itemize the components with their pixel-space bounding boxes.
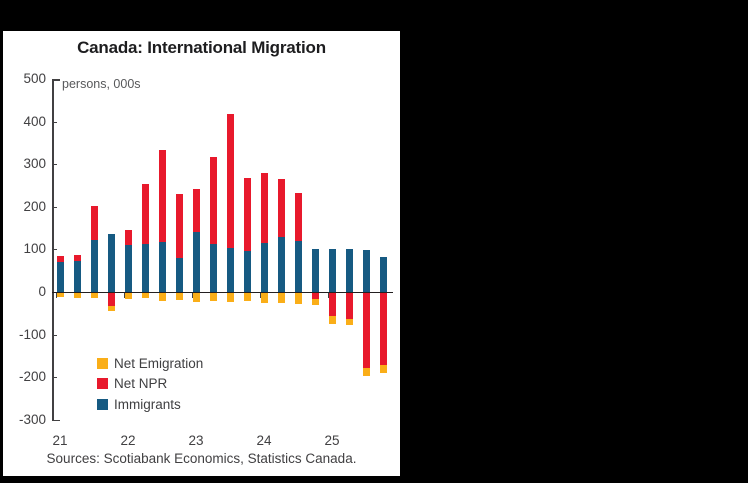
x-tick-label: 22 <box>120 433 136 448</box>
bar-2023Q2-net-npr <box>209 156 217 245</box>
bar-2022Q3-net-emigration <box>158 293 166 302</box>
bar-2024Q1-immigrants <box>260 242 268 292</box>
y-tick-label: 400 <box>23 113 46 129</box>
bar-2024Q1-net-emigration <box>260 293 268 304</box>
bar-2022Q2-immigrants <box>141 243 149 292</box>
bar-2024Q3-net-npr <box>294 193 302 241</box>
bar-2022Q4-immigrants <box>175 258 183 292</box>
bar-2025Q3-net-emigration <box>362 367 370 377</box>
bar-2023Q1-net-npr <box>192 188 200 232</box>
y-tick-label: -200 <box>18 369 46 385</box>
y-tick <box>52 206 57 208</box>
bar-2022Q1-immigrants <box>124 245 132 292</box>
chart-legend: Net Emigration Net NPR Immigrants <box>97 353 203 415</box>
bar-2021Q4-immigrants <box>107 234 115 292</box>
bar-2025Q2-net-npr <box>345 293 353 320</box>
bar-2021Q3-net-emigration <box>90 293 98 299</box>
legend-swatch-icon <box>97 398 108 410</box>
bar-2023Q4-net-npr <box>243 178 251 251</box>
legend-label: Immigrants <box>114 396 181 412</box>
bar-2024Q4-immigrants <box>311 248 319 292</box>
bar-2021Q2-net-npr <box>73 254 81 261</box>
bar-2022Q1-net-npr <box>124 229 132 246</box>
bar-2025Q3-net-npr <box>362 293 370 368</box>
y-tick <box>52 249 57 251</box>
bar-2023Q3-net-emigration <box>226 293 234 302</box>
legend-swatch-icon <box>97 378 108 390</box>
bar-2025Q2-net-emigration <box>345 319 353 325</box>
bar-2025Q4-immigrants <box>379 257 387 292</box>
y-tick-label: 0 <box>38 284 46 299</box>
x-tick-label: 25 <box>324 433 340 448</box>
bar-2024Q2-net-npr <box>277 178 285 238</box>
y-tick-label: 300 <box>23 156 46 172</box>
bar-2024Q4-net-emigration <box>311 299 319 305</box>
bar-2024Q3-immigrants <box>294 240 302 292</box>
bar-2023Q2-net-emigration <box>209 293 217 302</box>
legend-item: Immigrants <box>97 394 203 415</box>
x-tick-label: 21 <box>52 433 68 448</box>
bar-2023Q1-net-emigration <box>192 293 200 303</box>
bar-2023Q1-immigrants <box>192 231 200 292</box>
y-tick-label: -100 <box>18 326 46 342</box>
bar-2024Q2-immigrants <box>277 237 285 292</box>
bar-2023Q3-net-npr <box>226 113 234 248</box>
y-axis-top-cap <box>52 79 60 81</box>
bar-2025Q1-net-emigration <box>328 316 336 325</box>
y-tick <box>52 121 57 123</box>
bar-2021Q3-immigrants <box>90 240 98 292</box>
y-tick <box>52 334 57 336</box>
bar-2024Q4-net-npr <box>311 293 319 300</box>
x-tick-label: 24 <box>256 433 272 448</box>
bar-2025Q1-net-npr <box>328 293 336 317</box>
y-tick-label: -300 <box>18 411 46 427</box>
legend-label: Net Emigration <box>114 355 204 371</box>
bar-2022Q3-immigrants <box>158 241 166 292</box>
bar-2021Q2-immigrants <box>73 260 81 292</box>
bar-2023Q4-immigrants <box>243 250 251 292</box>
bar-2024Q2-net-emigration <box>277 293 285 303</box>
zero-axis-line <box>52 292 393 293</box>
bar-2022Q1-net-emigration <box>124 293 132 299</box>
bar-2025Q3-immigrants <box>362 249 370 292</box>
bar-2022Q4-net-npr <box>175 193 183 259</box>
bar-2021Q1-net-npr <box>56 256 64 263</box>
bar-2022Q3-net-npr <box>158 150 166 242</box>
y-tick-label: 200 <box>23 198 46 214</box>
y-axis-bottom-cap <box>52 419 60 422</box>
bar-2021Q4-net-emigration <box>107 305 115 311</box>
legend-swatch-icon <box>97 357 108 369</box>
bar-2022Q2-net-npr <box>141 184 149 244</box>
bar-2025Q4-net-npr <box>379 293 387 366</box>
bar-2024Q1-net-npr <box>260 172 268 243</box>
legend-item: Net NPR <box>97 374 203 395</box>
bar-2023Q3-immigrants <box>226 247 234 292</box>
y-tick-label: 100 <box>23 241 46 257</box>
y-axis-unit-label: persons, 000s <box>62 77 141 91</box>
bar-2021Q1-net-emigration <box>56 293 64 298</box>
legend-label: Net NPR <box>114 376 168 392</box>
y-tick-label: 500 <box>23 71 46 86</box>
chart-title: Canada: International Migration <box>77 38 326 57</box>
bar-2022Q4-net-emigration <box>175 293 183 301</box>
bar-2025Q2-immigrants <box>345 248 353 292</box>
bar-2025Q1-immigrants <box>328 248 336 292</box>
bar-2021Q4-net-npr <box>107 293 115 306</box>
chart-panel: Canada: International Migration persons,… <box>3 31 400 476</box>
y-tick <box>52 164 57 166</box>
bar-2025Q4-net-emigration <box>379 365 387 373</box>
bar-2023Q4-net-emigration <box>243 293 251 301</box>
bar-2022Q2-net-emigration <box>141 293 149 298</box>
bar-2021Q1-immigrants <box>56 262 64 292</box>
y-tick <box>52 377 57 379</box>
bar-2023Q2-immigrants <box>209 244 217 292</box>
bar-2024Q3-net-emigration <box>294 293 302 305</box>
bar-2021Q3-net-npr <box>90 206 98 241</box>
source-note: Sources: Scotiabank Economics, Statistic… <box>46 451 357 466</box>
legend-item: Net Emigration <box>97 353 203 374</box>
bar-2021Q2-net-emigration <box>73 293 81 298</box>
x-tick-label: 23 <box>188 433 204 448</box>
